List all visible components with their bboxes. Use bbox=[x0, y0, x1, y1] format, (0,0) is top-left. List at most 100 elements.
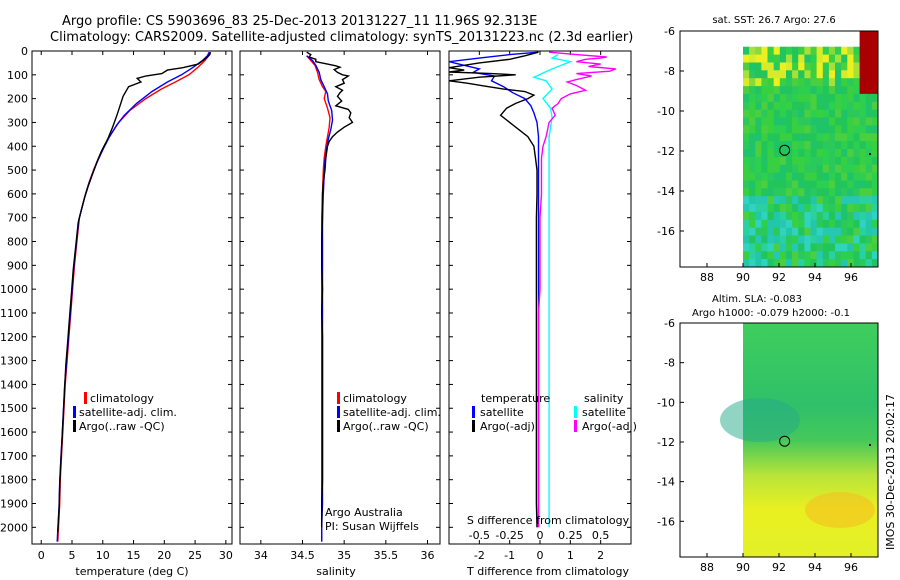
difference-legend: temperature satellite Argo(-adj) salinit… bbox=[472, 392, 637, 433]
heatmap-cell bbox=[804, 125, 811, 134]
heatmap-cell bbox=[859, 204, 867, 213]
heatmap-cell bbox=[859, 149, 867, 158]
heatmap-cell bbox=[853, 172, 861, 181]
temperature-axes-frame bbox=[31, 50, 233, 545]
heatmap-cell bbox=[743, 117, 750, 126]
heatmap-cell bbox=[841, 46, 848, 56]
heatmap-cell bbox=[835, 93, 842, 103]
heatmap-cell bbox=[761, 156, 768, 166]
heatmap-cell bbox=[786, 211, 793, 221]
heatmap-cell bbox=[859, 235, 867, 244]
heatmap-cell bbox=[822, 101, 830, 111]
heatmap-cell bbox=[804, 188, 811, 197]
heatmap-cell bbox=[865, 31, 873, 40]
credit-line: PI: Susan Wijffels bbox=[325, 520, 419, 533]
heatmap-cell bbox=[767, 54, 775, 63]
heatmap-cell bbox=[853, 78, 861, 87]
heatmap-cell bbox=[871, 101, 879, 111]
heatmap-cell bbox=[847, 149, 854, 158]
series-line bbox=[449, 51, 540, 528]
heatmap-cell bbox=[749, 251, 756, 260]
heatmap-cell bbox=[786, 164, 793, 174]
heatmap-cell bbox=[767, 251, 775, 260]
series-line bbox=[306, 55, 331, 542]
heatmap-cell bbox=[767, 141, 775, 150]
heatmap-cell bbox=[865, 204, 873, 213]
heatmap-cell bbox=[847, 164, 854, 174]
legend-swatch-sal-argo bbox=[574, 420, 577, 432]
heatmap-cell bbox=[847, 172, 854, 181]
heatmap-cell bbox=[786, 117, 793, 126]
heatmap-cell bbox=[779, 54, 787, 63]
sla-high-patch bbox=[805, 492, 875, 528]
heatmap-cell bbox=[773, 125, 781, 134]
heatmap-cell bbox=[792, 243, 799, 252]
heatmap-cell bbox=[853, 196, 861, 205]
heatmap-cell bbox=[804, 93, 811, 103]
heatmap-cell bbox=[773, 46, 781, 56]
y-tick-label: -14 bbox=[657, 185, 675, 198]
heatmap-cell bbox=[871, 46, 879, 56]
heatmap-cell bbox=[841, 211, 848, 221]
heatmap-cell bbox=[810, 54, 818, 63]
heatmap-cell bbox=[822, 70, 830, 79]
heatmap-cell bbox=[792, 109, 799, 119]
heatmap-cell bbox=[871, 251, 879, 260]
heatmap-cell bbox=[743, 54, 750, 63]
heatmap-cell bbox=[755, 117, 762, 126]
heatmap-cell bbox=[773, 211, 781, 221]
heatmap-cell bbox=[792, 219, 799, 229]
x-tick-label: 1 bbox=[567, 549, 574, 562]
heatmap-cell bbox=[871, 62, 879, 71]
heatmap-cell bbox=[804, 70, 811, 79]
heatmap-cell bbox=[798, 156, 805, 166]
heatmap-cell bbox=[859, 109, 867, 119]
x-tick-label: 88 bbox=[700, 271, 714, 284]
heatmap-cell bbox=[798, 46, 805, 56]
y-tick-label: -6 bbox=[664, 25, 675, 38]
heatmap-cell bbox=[853, 211, 861, 221]
heatmap-cell bbox=[786, 93, 793, 103]
heatmap-cell bbox=[810, 219, 818, 229]
heatmap-cell bbox=[871, 196, 879, 205]
heatmap-cell bbox=[773, 70, 781, 79]
heatmap-cell bbox=[853, 251, 861, 260]
heatmap-cell bbox=[822, 109, 830, 119]
heatmap-cell bbox=[755, 46, 762, 56]
heatmap-cell bbox=[828, 188, 836, 197]
heatmap-cell bbox=[828, 117, 836, 126]
heatmap-cell bbox=[773, 101, 781, 111]
heatmap-cell bbox=[816, 70, 824, 79]
depth-tick-label: 900 bbox=[7, 259, 28, 272]
depth-tick-label: 1600 bbox=[0, 426, 28, 439]
heatmap-cell bbox=[859, 38, 867, 48]
heatmap-cell bbox=[822, 156, 830, 166]
heatmap-cell bbox=[847, 133, 854, 142]
heatmap-cell bbox=[773, 109, 781, 119]
heatmap-cell bbox=[755, 54, 762, 63]
heatmap-cell bbox=[810, 141, 818, 150]
heatmap-cell bbox=[828, 219, 836, 229]
heatmap-cell bbox=[841, 235, 848, 244]
heatmap-cell bbox=[810, 93, 818, 103]
heatmap-cell bbox=[749, 235, 756, 244]
heatmap-cell bbox=[749, 204, 756, 213]
heatmap-cell bbox=[786, 125, 793, 134]
y-tick-label: -6 bbox=[664, 317, 675, 330]
heatmap-cell bbox=[871, 243, 879, 252]
heatmap-cell bbox=[798, 62, 805, 71]
heatmap-cell bbox=[761, 86, 768, 95]
heatmap-cell bbox=[749, 54, 756, 63]
heatmap-cell bbox=[859, 117, 867, 126]
heatmap-cell bbox=[810, 235, 818, 244]
heatmap-cell bbox=[804, 164, 811, 174]
heatmap-cell bbox=[816, 101, 824, 111]
heatmap-cell bbox=[859, 219, 867, 229]
x-tick-label: 92 bbox=[772, 561, 786, 574]
heatmap-cell bbox=[828, 211, 836, 221]
heatmap-cell bbox=[822, 211, 830, 221]
heatmap-cell bbox=[871, 54, 879, 63]
heatmap-cell bbox=[822, 46, 830, 56]
heatmap-cell bbox=[792, 211, 799, 221]
heatmap-cell bbox=[822, 204, 830, 213]
